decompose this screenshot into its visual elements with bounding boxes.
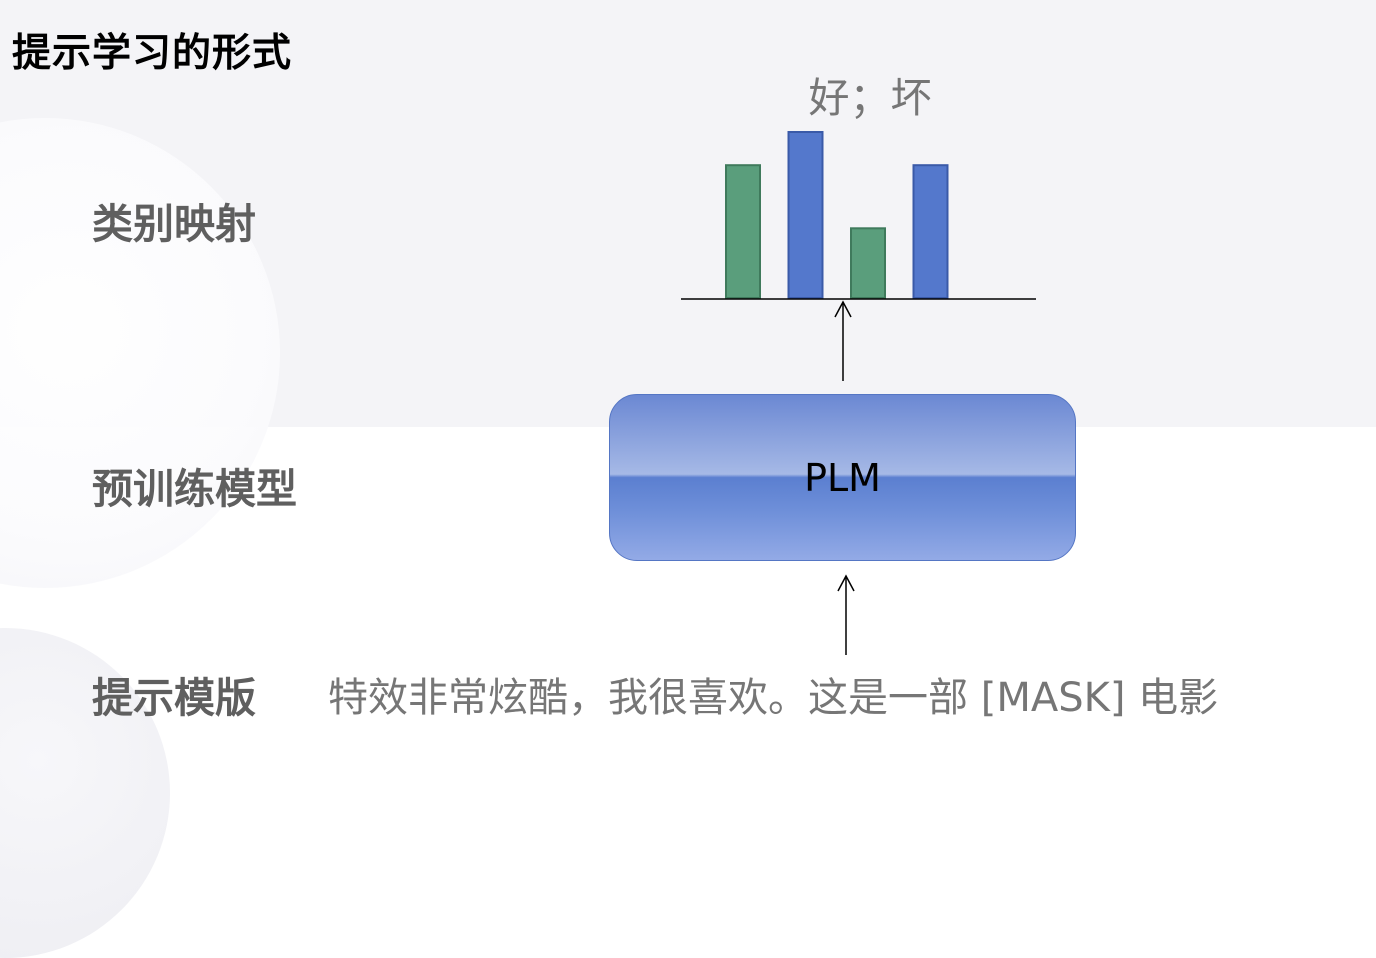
plm-label: PLM xyxy=(804,455,881,500)
arrow-template-to-plm xyxy=(837,574,855,655)
arrow-plm-to-chart xyxy=(834,300,852,381)
row-label-category-mapping: 类别映射 xyxy=(92,200,256,248)
slide-title: 提示学习的形式 xyxy=(12,31,293,76)
chart-bar-3 xyxy=(850,227,886,299)
output-label: 好；坏 xyxy=(808,74,932,122)
prompt-template-sentence: 特效非常炫酷，我很喜欢。这是一部 [MASK] 电影 xyxy=(328,675,1219,721)
plm-box: PLM xyxy=(609,394,1076,561)
diagram-canvas xyxy=(681,131,1036,655)
chart-bar-1 xyxy=(725,164,761,299)
chart-bar-4 xyxy=(912,164,949,299)
row-label-prompt-template: 提示模版 xyxy=(92,674,256,722)
chart-bar-2 xyxy=(787,131,824,299)
row-label-pretrained-model: 预训练模型 xyxy=(92,465,297,513)
bars-group xyxy=(725,131,949,299)
